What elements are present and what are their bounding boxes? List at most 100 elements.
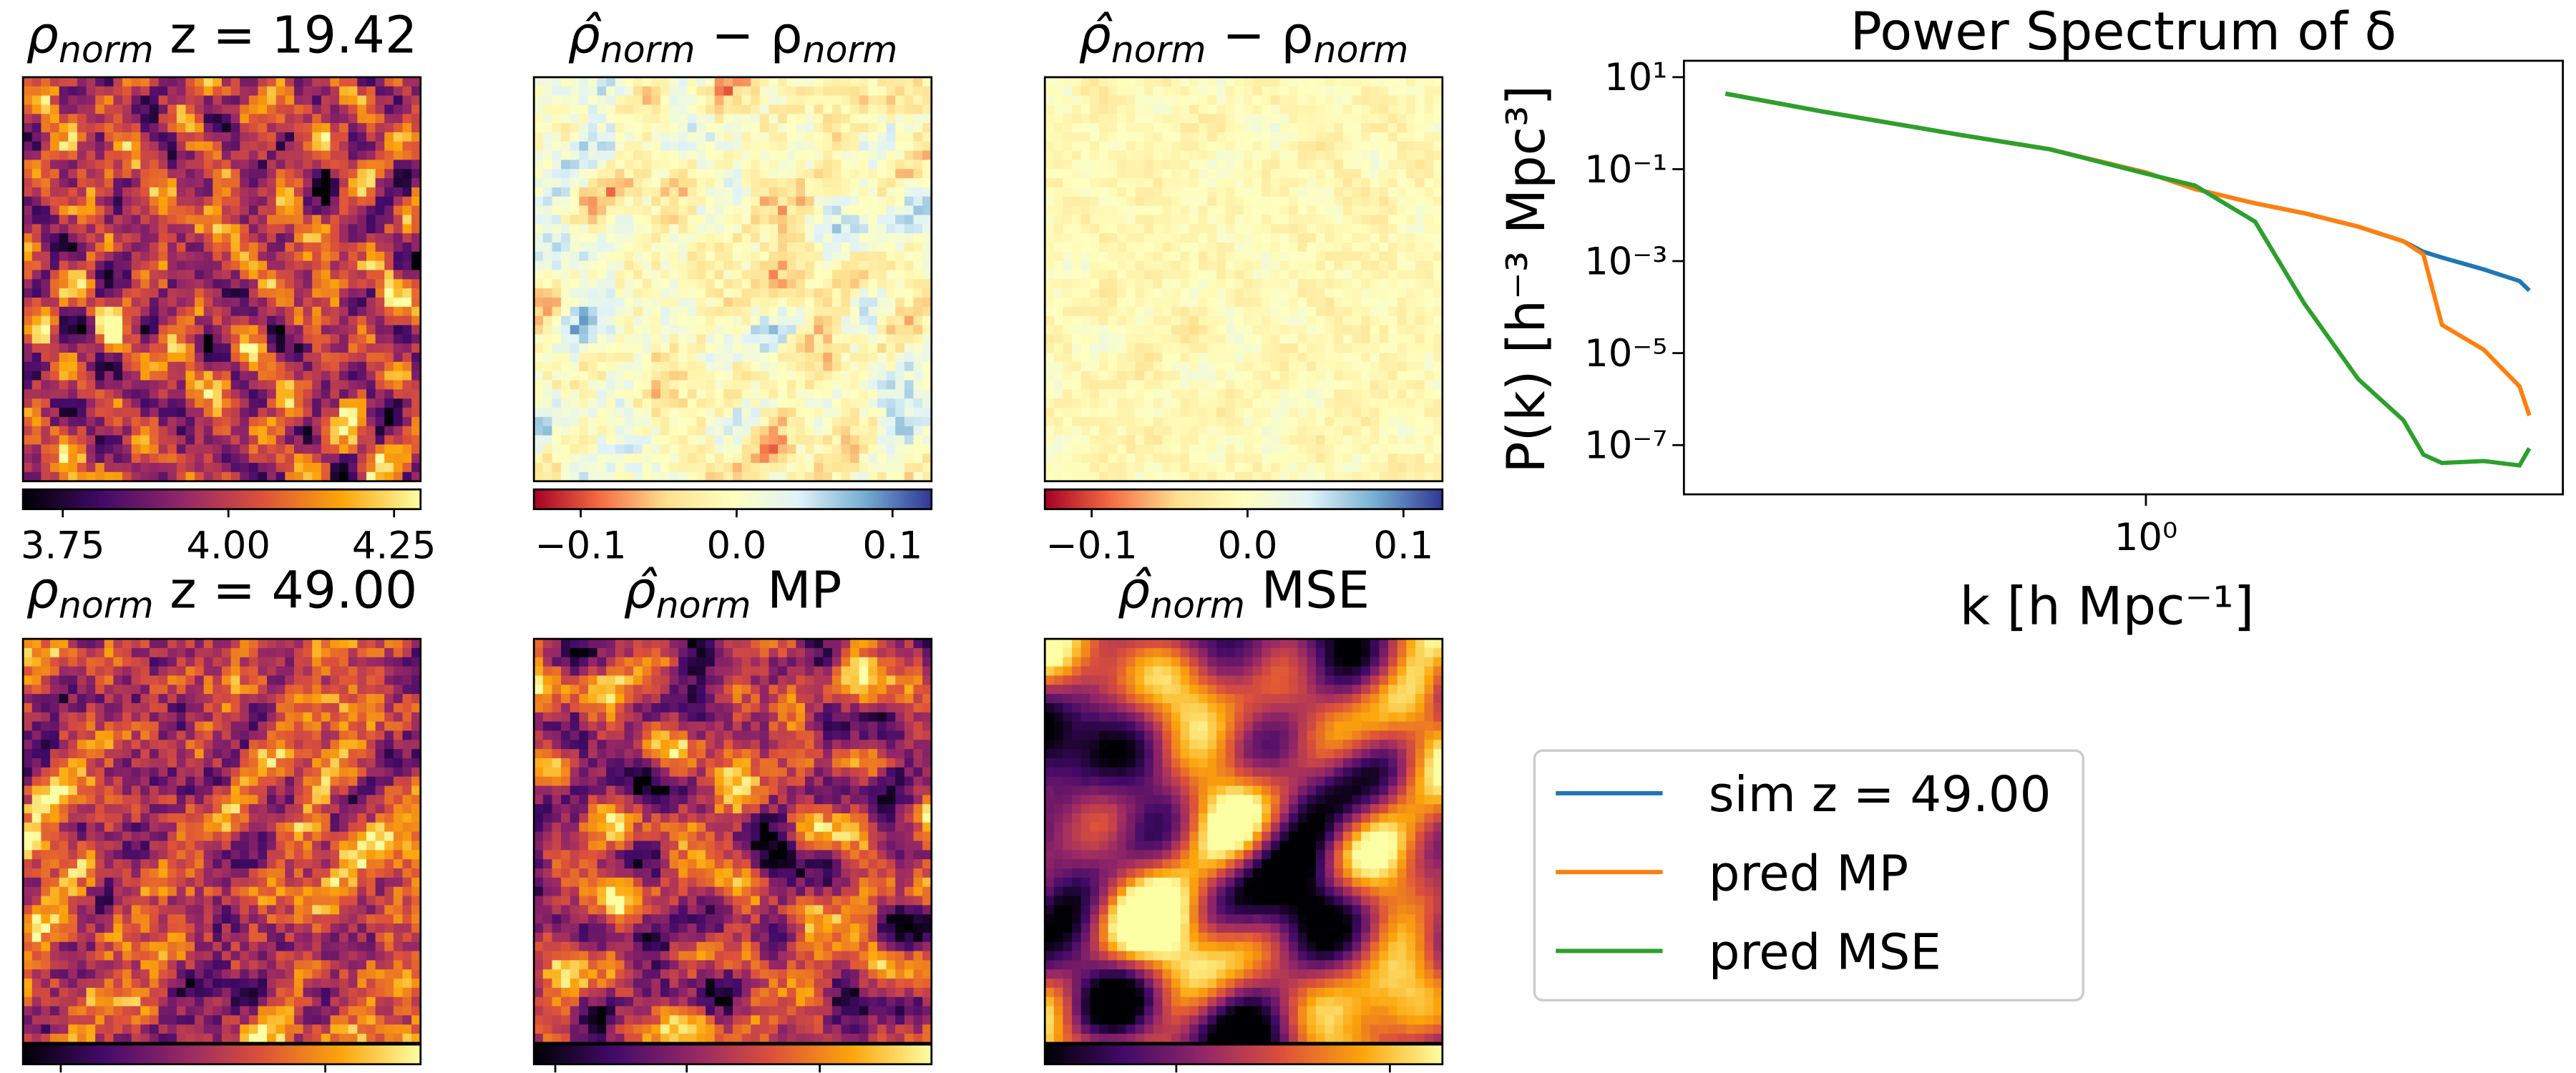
heatmap-cell (552, 169, 561, 179)
heatmap-cell (778, 87, 787, 97)
heatmap-cell (231, 96, 240, 106)
heatmap-cell (1054, 454, 1063, 464)
heatmap-cell (276, 307, 286, 317)
heatmap-cell (1126, 233, 1136, 243)
heatmap-cell (1208, 197, 1217, 207)
heatmap-cell (1126, 343, 1136, 353)
heatmap-cell (213, 178, 222, 188)
heatmap-cell (1117, 279, 1126, 289)
heatmap-cell (240, 252, 249, 262)
heatmap-cell (1162, 261, 1171, 271)
heatmap-cell (579, 398, 588, 408)
heatmap-cell (633, 307, 643, 317)
heatmap-cell (670, 454, 679, 464)
heatmap-cell (294, 132, 303, 142)
heatmap-cell (706, 307, 715, 317)
heatmap-cell (805, 233, 814, 243)
heatmap-cell (588, 454, 597, 464)
heatmap-cell (823, 224, 832, 234)
heatmap-cell (140, 142, 150, 152)
heatmap-cell (1126, 362, 1136, 372)
heatmap-cell (751, 381, 760, 391)
heatmap-cell (1171, 316, 1181, 326)
heatmap-cell (823, 197, 832, 207)
heatmap-cell (723, 215, 733, 225)
heatmap-cell (805, 224, 814, 234)
heatmap-cell (805, 178, 814, 188)
heatmap-cell (914, 389, 923, 399)
heatmap-cell (321, 215, 331, 225)
heatmap-cell (339, 224, 348, 234)
heatmap-cell (1144, 334, 1153, 344)
heatmap-cell (213, 96, 222, 106)
heatmap-cell (760, 142, 769, 152)
heatmap-cell (914, 436, 923, 446)
heatmap-cell (814, 252, 824, 262)
heatmap-cell (1063, 316, 1072, 326)
heatmap-cell (1171, 362, 1181, 372)
heatmap-cell (1054, 316, 1063, 326)
heatmap-cell (41, 160, 50, 170)
heatmap-cell (1081, 169, 1091, 179)
heatmap-cell (670, 169, 679, 179)
heatmap-cell (1135, 444, 1144, 454)
heatmap-cell (167, 371, 177, 381)
heatmap-cell (597, 362, 607, 372)
heatmap-cell (588, 463, 597, 473)
heatmap-cell (177, 160, 186, 170)
heatmap-cell (376, 279, 385, 289)
heatmap-cell (895, 187, 904, 197)
heatmap-cell (50, 169, 59, 179)
heatmap-cell (1216, 417, 1226, 427)
heatmap-cell (651, 436, 660, 446)
heatmap-cell (1199, 288, 1208, 298)
heatmap-cell (570, 325, 580, 335)
heatmap-cell (1072, 398, 1081, 408)
heatmap-cell (357, 114, 366, 124)
heatmap-cell (859, 270, 869, 280)
heatmap-cell (50, 343, 59, 353)
heatmap-cell (330, 132, 339, 142)
heatmap-cell (1226, 426, 1235, 436)
heatmap-cell (570, 104, 580, 114)
heatmap-cell (633, 132, 643, 142)
heatmap-cell (823, 178, 832, 188)
heatmap-cell (1171, 252, 1181, 262)
heatmap-cell (760, 381, 769, 391)
heatmap-cell (50, 389, 59, 399)
heatmap-cell (778, 436, 787, 446)
heatmap-cell (570, 316, 580, 326)
heatmap-cell (177, 389, 186, 399)
heatmap-cell (348, 224, 358, 234)
heatmap-cell (1153, 96, 1163, 106)
heatmap-cell (1054, 224, 1063, 234)
heatmap-cell (68, 151, 77, 161)
heatmap-cell (1117, 426, 1126, 436)
heatmap-cell (850, 389, 859, 399)
heatmap-cell (140, 463, 150, 473)
heatmap-cell (543, 160, 552, 170)
heatmap-cell (1099, 215, 1108, 225)
heatmap-cell (651, 160, 660, 170)
heatmap-cell (1189, 104, 1199, 114)
heatmap-cell (597, 298, 607, 308)
heatmap-cell (177, 408, 186, 418)
heatmap-cell (330, 151, 339, 161)
heatmap-cell (1171, 132, 1181, 142)
heatmap-cell (104, 444, 114, 454)
heatmap-cell (1144, 142, 1153, 152)
heatmap-cell (751, 325, 760, 335)
heatmap-cell (1108, 436, 1118, 446)
heatmap-cell (77, 187, 87, 197)
heatmap-cell (914, 316, 923, 326)
heatmap-cell (624, 142, 633, 152)
heatmap-cell (1234, 104, 1244, 114)
heatmap-cell (177, 252, 186, 262)
heatmap-cell (185, 261, 195, 271)
heatmap-cell (850, 233, 859, 243)
heatmap-cell (1099, 371, 1108, 381)
heatmap-cell (1108, 123, 1118, 133)
heatmap-cell (633, 87, 643, 97)
heatmap-cell (303, 353, 313, 363)
heatmap-cell (222, 197, 231, 207)
